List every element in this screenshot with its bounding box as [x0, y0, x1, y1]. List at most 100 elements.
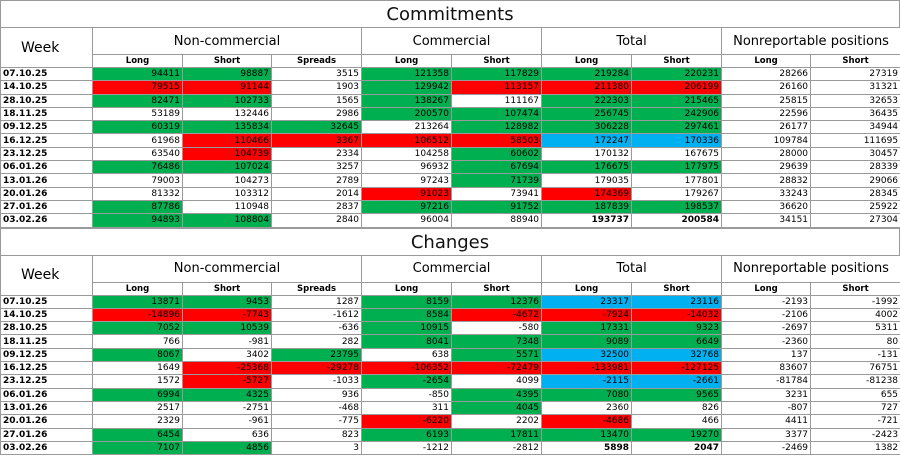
- value-cell: 3367: [270, 133, 363, 148]
- value-cell: 36620: [721, 199, 812, 215]
- value-cell: 107024: [182, 160, 272, 175]
- value-cell: 102733: [182, 93, 272, 108]
- week-cell: 07.10.25: [0, 294, 93, 309]
- value-cell: -981: [182, 334, 272, 349]
- value-cell: 108804: [182, 213, 272, 228]
- value-cell: 28345: [810, 186, 900, 201]
- group-header: Commercial: [361, 27, 543, 55]
- value-cell: 96004: [361, 213, 453, 228]
- value-cell: 311: [361, 400, 453, 416]
- value-cell: 2014: [270, 186, 363, 201]
- value-cell: 61968: [92, 133, 183, 148]
- value-cell: 170132: [541, 146, 633, 162]
- value-cell: -2193: [721, 294, 812, 309]
- value-cell: 727: [810, 400, 900, 416]
- value-cell: 256745: [541, 106, 633, 122]
- value-cell: 97216: [361, 199, 453, 215]
- value-cell: 87786: [92, 199, 183, 215]
- value-cell: -2751: [182, 400, 272, 416]
- value-cell: 826: [631, 400, 723, 416]
- value-cell: 5311: [810, 321, 900, 336]
- group-header: Non-commercial: [91, 27, 363, 55]
- value-cell: 111167: [451, 93, 543, 108]
- value-cell: 76486: [92, 160, 183, 175]
- data-row: 28.10.25 7052 10539 -636 10915 -580 17331 9323-…: [0, 321, 900, 336]
- value-cell: 2517: [92, 400, 183, 416]
- value-cell: 3377: [721, 427, 812, 442]
- value-cell: 2047: [631, 440, 723, 456]
- value-cell: 7052: [92, 321, 183, 336]
- value-cell: -2469: [721, 440, 812, 456]
- value-cell: 33243: [721, 186, 812, 201]
- value-cell: 71739: [451, 173, 543, 188]
- value-cell: 30457: [810, 146, 900, 162]
- column-header: Long: [361, 281, 453, 296]
- value-cell: 282: [270, 334, 363, 349]
- value-cell: 174369: [541, 186, 633, 201]
- value-cell: 636: [182, 427, 272, 442]
- value-cell: 34944: [810, 120, 900, 135]
- value-cell: 26177: [721, 120, 812, 135]
- value-cell: 91023: [361, 186, 453, 201]
- week-header: Week: [0, 254, 93, 296]
- value-cell: 3515: [270, 66, 363, 82]
- value-cell: 242906: [631, 106, 723, 122]
- week-cell: 09.12.25: [0, 120, 93, 135]
- value-cell: -468: [270, 400, 363, 416]
- value-cell: 129942: [361, 80, 453, 95]
- week-cell: 13.01.26: [0, 400, 93, 416]
- value-cell: 10915: [361, 321, 453, 336]
- data-row: 28.10.25 82471 102733 1565 138267 111167 22230…: [0, 93, 900, 108]
- value-cell: 2837: [270, 199, 363, 215]
- value-cell: 9565: [631, 387, 723, 402]
- value-cell: 34151: [721, 213, 812, 228]
- value-cell: 128982: [451, 120, 543, 135]
- value-cell: 106512: [361, 133, 453, 148]
- column-header: Short: [810, 281, 900, 296]
- value-cell: 27319: [810, 66, 900, 82]
- value-cell: 220231: [631, 66, 723, 82]
- group-header: Nonreportable positions: [721, 27, 900, 55]
- value-cell: 23795: [270, 347, 363, 363]
- data-row: 18.11.25 766 -981 282 8041 7348 9089 6649 -2360 8…: [0, 334, 900, 349]
- value-cell: 91752: [451, 199, 543, 215]
- value-cell: 29066: [810, 173, 900, 188]
- data-row: 06.01.26 76486 107024 3257 96932 67694 176675 1…: [0, 160, 900, 175]
- value-cell: 32768: [631, 347, 723, 363]
- value-cell: -4686: [541, 414, 633, 429]
- week-cell: 07.10.25: [0, 66, 93, 82]
- value-cell: 655: [810, 387, 900, 402]
- value-cell: 67694: [451, 160, 543, 175]
- week-cell: 06.01.26: [0, 160, 93, 175]
- week-cell: 23.12.25: [0, 146, 93, 162]
- value-cell: 7348: [451, 334, 543, 349]
- value-cell: 17331: [541, 321, 633, 336]
- value-cell: 167675: [631, 146, 723, 162]
- group-header: Non-commercial: [91, 254, 363, 283]
- value-cell: -14032: [631, 307, 723, 323]
- value-cell: 172247: [541, 133, 633, 148]
- value-cell: 94893: [92, 213, 183, 228]
- value-cell: 94411: [92, 66, 183, 82]
- table-body: Week Non-commercial Commercial Total Nonrepo…: [0, 27, 900, 228]
- value-cell: 97243: [361, 173, 453, 188]
- value-cell: -2812: [451, 440, 543, 456]
- value-cell: 73941: [451, 186, 543, 201]
- value-cell: -850: [361, 387, 453, 402]
- value-cell: 215465: [631, 93, 723, 108]
- column-header: Short: [631, 281, 723, 296]
- week-header: Week: [0, 27, 93, 68]
- value-cell: -2106: [721, 307, 812, 323]
- value-cell: 103312: [182, 186, 272, 201]
- value-cell: 200570: [361, 106, 453, 122]
- week-cell: 03.02.26: [0, 213, 93, 228]
- column-header: Spreads: [270, 54, 363, 68]
- column-header: Long: [541, 54, 633, 68]
- data-row: 20.01.26 81332 103312 2014 91023 73941 174369 1…: [0, 186, 900, 201]
- value-cell: 27304: [810, 213, 900, 228]
- value-cell: 25922: [810, 199, 900, 215]
- value-cell: 1287: [270, 294, 363, 309]
- group-header: Total: [541, 254, 723, 283]
- data-row: 06.01.26 6994 4325 936 -850 4395 7080 9565 3231 6…: [0, 387, 900, 402]
- value-cell: 1649: [92, 361, 183, 376]
